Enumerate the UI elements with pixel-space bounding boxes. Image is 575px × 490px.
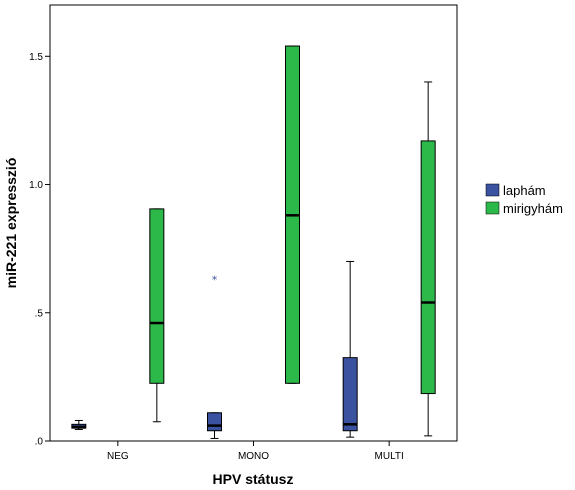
x-axis: NEG MONO MULTI [107,441,404,462]
y-axis: .0 .5 1.0 1.5 [29,52,50,448]
x-tick-label: NEG [107,451,129,462]
box-group [342,260,358,438]
legend-swatch [485,183,500,197]
y-tick-label: 1.5 [29,52,43,63]
y-tick-label: .0 [35,437,44,448]
box [149,208,165,384]
box [207,412,222,432]
legend-swatch [485,201,500,215]
x-axis-title: HPV státusz [213,471,294,487]
box-group [285,45,300,384]
box-group [149,208,165,423]
x-tick-label: MONO [238,451,269,462]
box-group [71,419,87,430]
box-group: * [207,273,222,439]
x-tick-label: MULTI [375,451,404,462]
box [342,357,358,432]
legend-label: mirigyhám [503,201,563,216]
plot-area [49,4,458,442]
legend-label: laphám [503,183,546,198]
legend: laphám mirigyhám [485,183,563,216]
outlier-star: * [212,273,218,286]
box-group [420,81,436,437]
y-tick-label: .5 [35,308,44,319]
box [420,140,436,395]
boxes-layer: * [71,45,436,439]
y-tick-label: 1.0 [29,180,43,191]
y-axis-title: miR-221 expresszió [3,158,19,289]
